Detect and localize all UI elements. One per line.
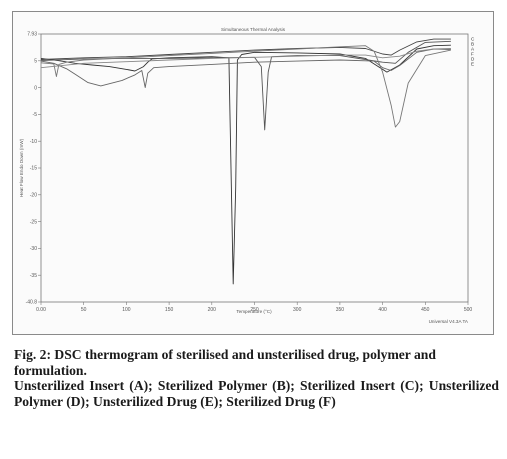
x-tick-label: 450 [421,307,430,313]
x-tick-label: 0.00 [36,307,46,313]
series-lines [40,38,451,285]
x-tick-label: 350 [336,307,345,313]
y-tick-label: -35 [30,273,37,279]
plot-area-frame [40,33,469,303]
x-tick-label: 400 [378,307,387,313]
x-tick-label: 150 [165,307,174,313]
y-tick-label: -25 [30,219,37,225]
x-tick-label: 250 [250,307,259,313]
caption-heading: Fig. 2: DSC thermogram of sterilised and… [14,347,436,378]
y-tick-label: 0 [34,85,37,91]
x-axis-ticks: 0.00 50 100 150 200 250 300 350 400 450 500 [36,302,472,313]
x-tick-label: 100 [122,307,131,313]
x-tick-label: 500 [464,307,473,313]
y-tick-label: 7.93 [27,32,37,38]
y-tick-label: -15 [30,166,37,172]
x-tick-label: 50 [81,307,87,313]
series-line-b [40,40,451,131]
y-tick-label: 5 [34,59,37,65]
legend-label-e: E [471,62,474,67]
x-axis-label: Temperature (°C) [236,309,272,314]
series-line-f [40,48,451,69]
figure-caption: Fig. 2: DSC thermogram of sterilised and… [14,347,499,409]
legend-label-a: A [471,47,475,52]
legend-label-b: B [471,42,474,47]
legend-label-d: D [471,57,475,62]
series-line-d [40,48,451,88]
y-tick-label: -40.8 [26,300,38,306]
dsc-thermogram-chart: Simultaneous Thermal Analysis Temperatur… [19,27,475,324]
chart-figure: Simultaneous Thermal Analysis Temperatur… [12,11,494,335]
y-axis-label: Heat Flow Endo Down (mW) [19,138,24,197]
x-tick-label: 300 [293,307,302,313]
series-line-c [40,38,451,60]
legend-label-f: F [471,52,474,57]
software-annotation: Universal V4.3A TA [429,319,469,324]
x-tick-label: 200 [208,307,217,313]
series-line-a [40,44,451,285]
series-line-e [40,45,451,128]
y-tick-label: -10 [30,139,37,145]
y-tick-label: -30 [30,246,37,252]
chart-title: Simultaneous Thermal Analysis [221,27,286,32]
y-tick-label: -5 [33,112,38,118]
caption-body: Unsterilized Insert (A); Sterilized Poly… [14,378,499,409]
legend-label-c: C [471,37,475,42]
y-tick-label: -20 [30,193,37,199]
y-axis-ticks: 7.93 5 0 -5 -10 -15 -20 -25 -30 -35 -40.8 [26,32,41,306]
